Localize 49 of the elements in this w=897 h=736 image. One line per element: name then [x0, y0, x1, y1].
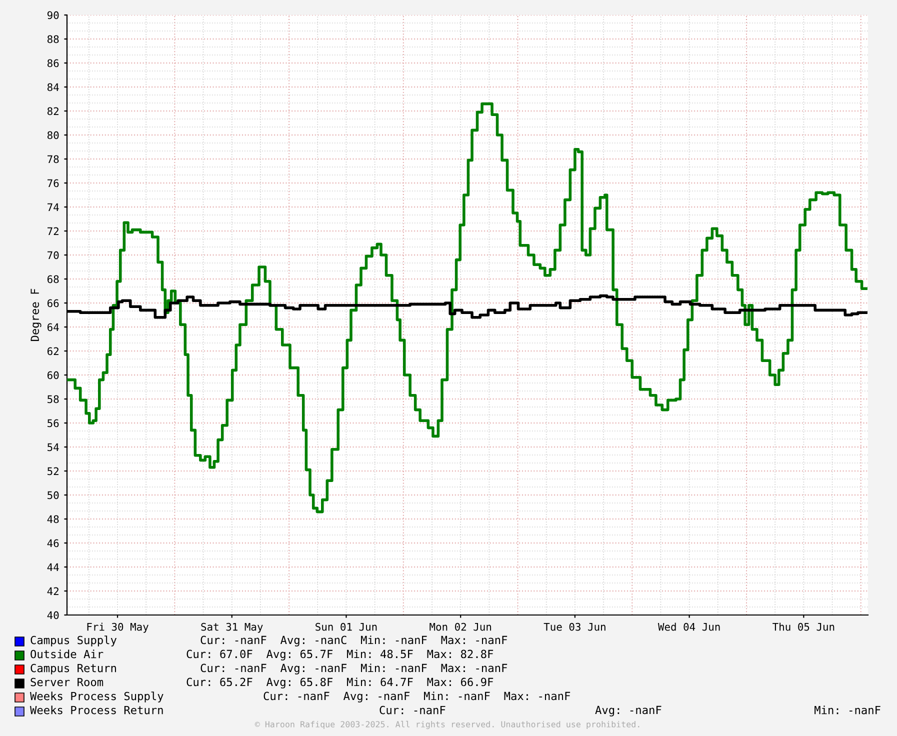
y-tick-label: 58 [48, 395, 59, 404]
y-tick-label: 78 [48, 155, 59, 164]
legend-label: Weeks Process Return [30, 706, 163, 714]
y-axis-title: Degree F [30, 288, 42, 342]
legend-label: Weeks Process Supply [30, 692, 164, 702]
y-tick-label: 40 [47, 611, 59, 620]
y-tick-label: 82 [47, 107, 58, 116]
x-tick-label: Thu 05 Jun [772, 622, 834, 631]
text: Cur: -nanF Avg: -nanF Min: -nanF Max: -nanF [264, 692, 570, 702]
text: Cur: 67.0F Avg: 65.7F Min: 48.5F Max: 82.8F [186, 650, 494, 660]
y-tick-label: 74 [48, 203, 59, 211]
x-tick-label: Wed 04 Jun [658, 622, 720, 631]
legend-label: Campus Supply [30, 636, 117, 646]
y-tick-label: 90 [47, 11, 59, 20]
y-tick-label: 54 [48, 443, 59, 452]
y-tick-label: 66 [47, 299, 59, 308]
y-tick-label: 56 [48, 419, 59, 428]
y-tick-label: 52 [48, 467, 58, 476]
y-tick-label: 72 [48, 227, 58, 235]
text: Avg: -nanF [595, 706, 662, 716]
text: Min: -nanF [814, 706, 880, 714]
y-tick-label: 48 [47, 515, 59, 524]
y-tick-label: 50 [48, 491, 59, 500]
y-tick-label: 88 [47, 35, 59, 44]
y-tick-label: 80 [47, 131, 59, 140]
y-tick-label: 44 [47, 563, 59, 571]
text: Cur: -nanF [380, 706, 446, 714]
y-tick-label: 86 [47, 59, 59, 68]
x-tick-label: Tue 03 Jun [544, 622, 606, 631]
y-tick-label: 84 [47, 83, 59, 92]
x-tick-label: Fri 30 May [87, 622, 148, 633]
legend-label: Server Room [30, 678, 104, 686]
text: Cur: -nanF Avg: -nanC Min: -nanF Max: -nanF [200, 636, 508, 646]
legend-label: Outside Air [30, 650, 104, 658]
text: © Haroon Rafique 2003-2025. All rights reserved. Unauthorised use prohibited. [254, 720, 640, 730]
legend-label: Campus Return [30, 664, 116, 674]
text: Cur: 65.2F Avg: 65.8F Min: 64.7F Max: 66.9F [186, 678, 494, 688]
y-tick-label: 42 [47, 587, 58, 595]
y-tick-label: 68 [47, 275, 59, 284]
x-tick-label: Sun 01 Jun [316, 622, 377, 631]
x-tick-label: Mon 02 Jun [430, 622, 492, 631]
y-tick-label: 76 [48, 179, 59, 188]
y-tick-label: 60 [47, 371, 59, 380]
text: Cur: -nanF Avg: -nanF Min: -nanF Max: -nanF [200, 664, 508, 674]
y-tick-label: 46 [47, 539, 59, 548]
y-tick-label: 64 [47, 323, 59, 332]
y-tick-label: 62 [47, 347, 58, 356]
x-tick-label: Sat 31 May [201, 622, 263, 633]
y-tick-label: 70 [48, 251, 59, 260]
